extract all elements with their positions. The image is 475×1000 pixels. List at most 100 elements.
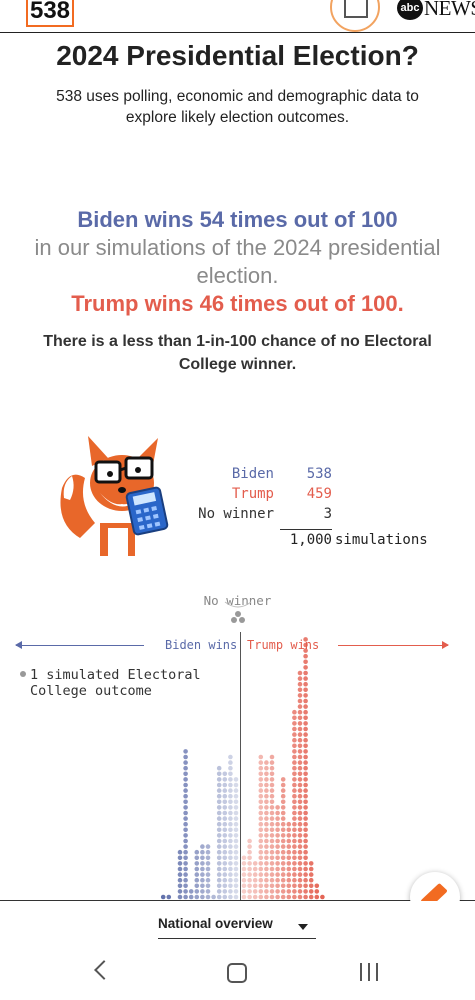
outcome-dot <box>216 883 222 889</box>
outcome-dot <box>269 861 275 866</box>
outcome-dot <box>228 866 233 872</box>
outcome-dot <box>166 894 172 900</box>
outcome-dot <box>241 861 247 866</box>
outcome-dot <box>264 877 269 883</box>
outcome-dot <box>297 793 303 799</box>
outcome-dot <box>216 805 222 810</box>
outcome-dot <box>292 726 297 732</box>
outcome-dot <box>228 765 233 771</box>
outcome-dot <box>216 765 222 771</box>
outcome-dot <box>233 799 239 805</box>
outcome-dot <box>177 866 183 872</box>
outcome-dot <box>280 805 286 810</box>
outcome-dot <box>247 838 252 844</box>
outcome-dot <box>264 872 269 877</box>
outcome-dot <box>280 861 286 866</box>
document-icon <box>344 0 368 18</box>
outcome-dot <box>292 721 297 726</box>
outcome-dot <box>222 793 228 799</box>
outcome-dot <box>216 833 222 838</box>
outcome-dot <box>269 771 275 777</box>
outcome-dot <box>308 861 314 866</box>
outcome-dot <box>188 894 194 900</box>
outcome-dot <box>247 889 252 894</box>
recents-icon[interactable] <box>360 963 378 981</box>
outcome-dot <box>264 844 269 849</box>
outcome-dot <box>228 810 233 816</box>
outcome-dot <box>280 788 286 793</box>
outcome-dot <box>275 827 280 833</box>
outcome-dot <box>233 889 239 894</box>
outcome-dot <box>303 838 308 844</box>
outcome-dot <box>297 749 303 754</box>
outcome-dot <box>297 810 303 816</box>
outcome-dot <box>303 681 308 687</box>
news-logo-text: NEWS <box>424 0 475 20</box>
outcome-dot <box>280 782 286 788</box>
abc-news-logo[interactable]: abc NEWS <box>397 0 475 22</box>
outcome-dot <box>269 849 275 855</box>
outcome-dot <box>258 810 264 816</box>
outcome-dot <box>264 788 269 793</box>
tally-label: No winner <box>198 506 274 522</box>
outcome-dot <box>228 799 233 805</box>
outcome-dot <box>228 872 233 877</box>
outcome-dot <box>183 883 188 889</box>
outcome-dot <box>241 883 247 889</box>
outcome-dot <box>292 749 297 754</box>
outcome-dot <box>286 889 292 894</box>
outcome-dot <box>194 877 200 883</box>
outcome-dot <box>228 877 233 883</box>
outcome-dot <box>222 894 228 900</box>
outcome-dot <box>183 777 188 782</box>
outcome-dot <box>183 827 188 833</box>
outcome-dot <box>247 844 252 849</box>
outcome-dot <box>264 816 269 821</box>
outcome-dot <box>303 827 308 833</box>
outcome-dot <box>286 877 292 883</box>
outcome-dot <box>241 855 247 861</box>
outcome-dot <box>269 866 275 872</box>
outcome-dot <box>303 743 308 749</box>
outcome-dot <box>297 698 303 704</box>
outcome-dot <box>269 793 275 799</box>
outcome-dot <box>269 816 275 821</box>
outcome-dot <box>280 833 286 838</box>
outcome-dot <box>216 861 222 866</box>
outcome-dot <box>303 866 308 872</box>
outcome-dot <box>303 749 308 754</box>
tally-row-biden: Biden 538 <box>180 464 340 484</box>
outcome-dot <box>292 715 297 721</box>
outcome-dot <box>228 894 233 900</box>
outcome-dot <box>252 889 258 894</box>
legend-dot <box>20 671 26 677</box>
section-dropdown[interactable]: National overview <box>158 916 316 939</box>
outcome-dot <box>292 771 297 777</box>
outcome-dot <box>228 793 233 799</box>
chart-legend: 1 simulated Electoral College outcome <box>20 667 230 699</box>
outcome-dot <box>205 894 211 900</box>
outcome-dot <box>194 855 200 861</box>
outcome-dot <box>233 788 239 793</box>
outcome-dot <box>222 799 228 805</box>
outcome-dot <box>216 788 222 793</box>
outcome-dot <box>183 872 188 877</box>
outcome-dot <box>303 788 308 793</box>
outcome-dot <box>275 894 280 900</box>
outcome-dot <box>222 827 228 833</box>
outcome-dot <box>297 894 303 900</box>
logo-538[interactable]: 538 <box>26 0 74 27</box>
outcome-dot <box>308 866 314 872</box>
outcome-dot <box>183 793 188 799</box>
outcome-dot <box>292 805 297 810</box>
outcome-dot <box>200 872 205 877</box>
outcome-dot <box>222 889 228 894</box>
outcome-dot <box>222 877 228 883</box>
outcome-dot <box>222 849 228 855</box>
outcome-dot <box>200 866 205 872</box>
outcome-dot <box>286 872 292 877</box>
home-icon[interactable] <box>227 963 247 983</box>
outcome-dot <box>269 883 275 889</box>
outcome-dot <box>275 805 280 810</box>
trump-direction-arrow <box>338 641 449 649</box>
